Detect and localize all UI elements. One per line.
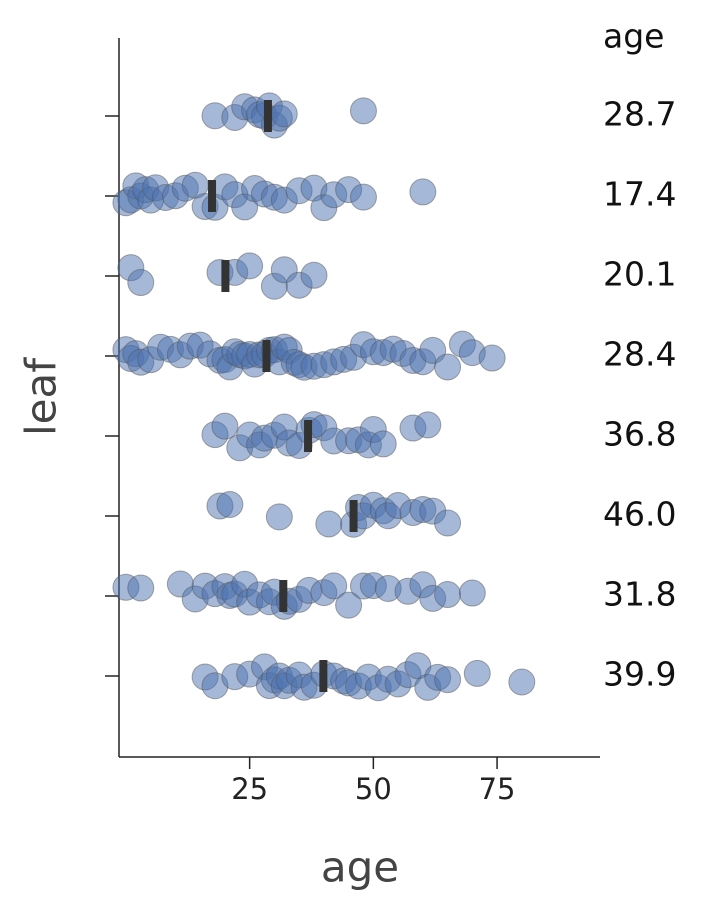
y-axis-label: leaf (17, 357, 66, 436)
mean-marker (221, 260, 230, 292)
x-tick-label: 50 (355, 772, 392, 806)
point (369, 430, 397, 458)
point (265, 503, 293, 531)
point (216, 491, 244, 519)
point (300, 261, 328, 289)
point (236, 252, 264, 280)
point (434, 581, 462, 609)
mean-label: 17.4 (603, 175, 676, 214)
mean-label: 31.8 (603, 575, 676, 614)
mean-label: 28.7 (603, 95, 676, 134)
mean-label: 46.0 (603, 495, 676, 534)
point (414, 411, 442, 439)
mean-label: 39.9 (603, 655, 676, 694)
point (434, 353, 462, 381)
mean-marker (319, 660, 328, 692)
point (127, 574, 155, 602)
x-tick-label: 75 (479, 772, 516, 806)
x-tick-label: 25 (231, 772, 268, 806)
point (335, 591, 363, 619)
point (315, 510, 343, 538)
point (409, 178, 437, 206)
mean-label: 28.4 (603, 335, 676, 374)
means-header: age (603, 17, 664, 56)
mean-marker (279, 580, 288, 612)
point (349, 183, 377, 211)
point (320, 572, 348, 600)
point (508, 668, 536, 696)
x-axis-label: age (321, 843, 399, 892)
mean-label: 20.1 (603, 255, 676, 294)
mean-marker (262, 340, 271, 372)
mean-marker (304, 420, 313, 452)
point (434, 509, 462, 537)
point (270, 100, 298, 128)
point (463, 659, 491, 687)
mean-marker (349, 500, 358, 532)
point (478, 344, 506, 372)
mean-marker (263, 100, 272, 132)
mean-label: 36.8 (603, 415, 676, 454)
point (349, 97, 377, 125)
point (211, 412, 239, 440)
point (127, 269, 155, 297)
point (458, 579, 486, 607)
point (434, 666, 462, 694)
mean-marker (208, 180, 217, 212)
